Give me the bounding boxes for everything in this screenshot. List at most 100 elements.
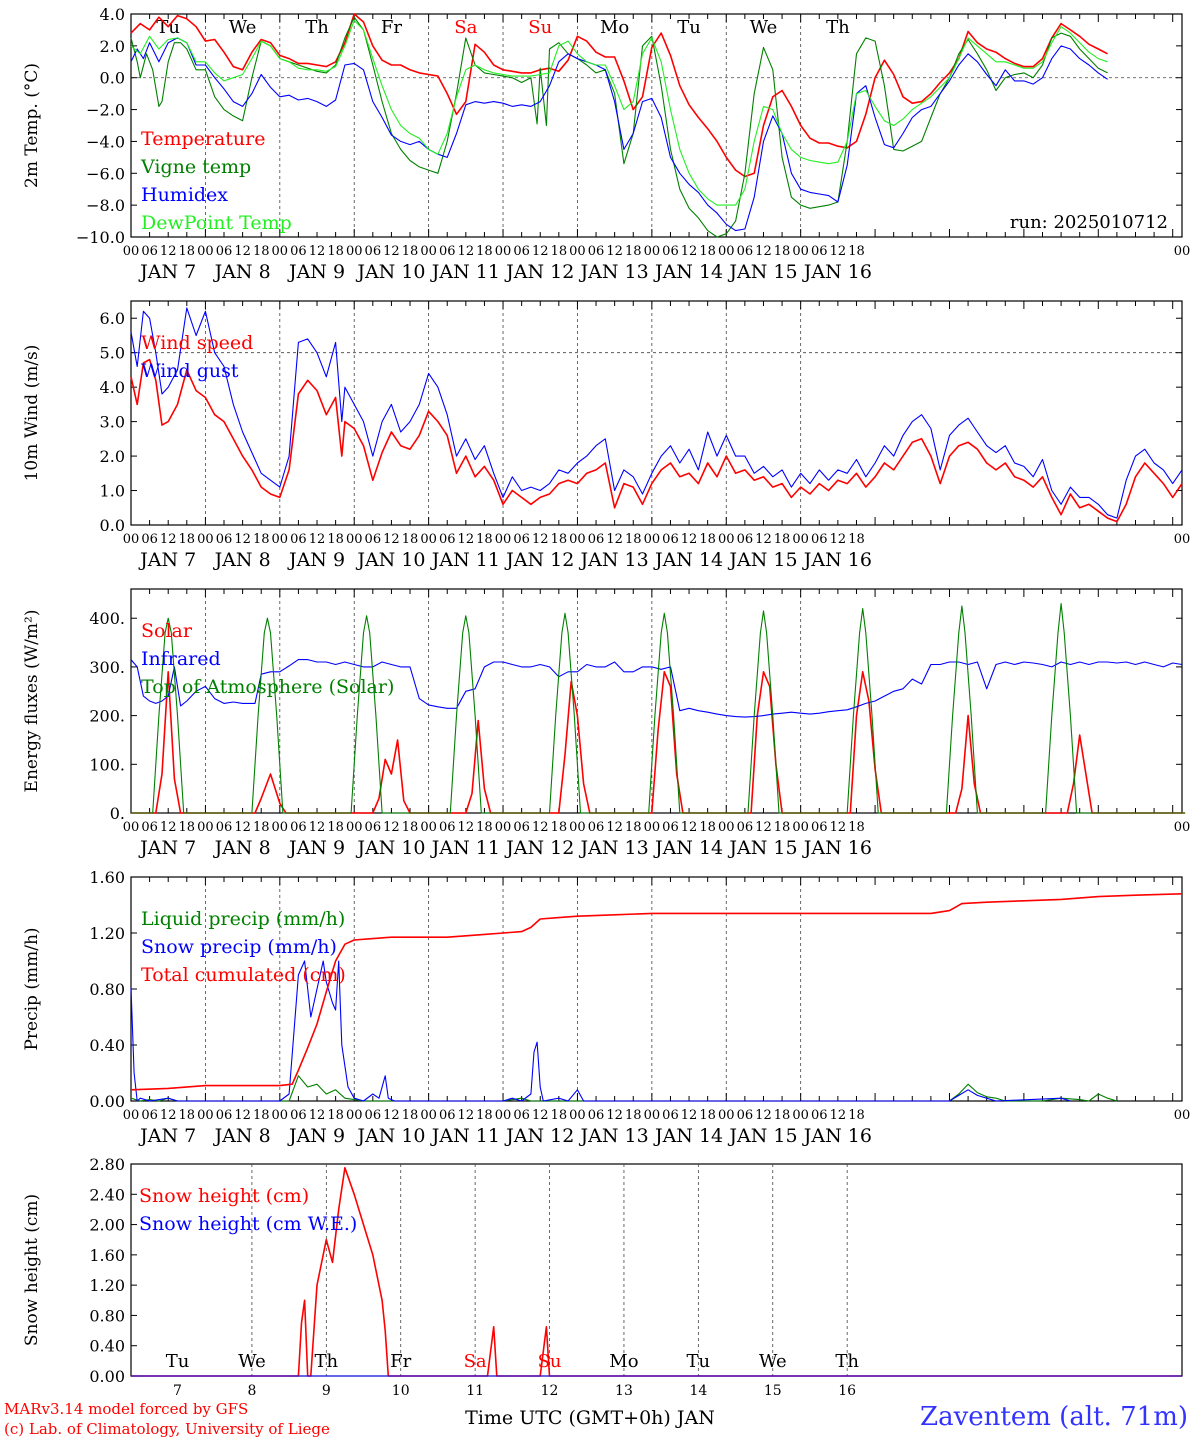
hour-label: 00 — [346, 532, 363, 547]
hour-label: 00 — [718, 244, 735, 259]
date-label: JAN 16 — [802, 1125, 872, 1147]
hour-label: 12 — [309, 1108, 326, 1123]
date-label: JAN 12 — [504, 261, 574, 283]
legend-entry: Solar — [141, 620, 193, 642]
hour-label: 12 — [532, 1108, 549, 1123]
hour-label: 18 — [476, 244, 493, 259]
hour-label: 00 — [792, 1108, 809, 1123]
weekday-label: Th — [315, 1351, 339, 1372]
hour-label: 06 — [290, 244, 307, 259]
hour-label: 06 — [216, 1108, 233, 1123]
hour-label: 00 — [569, 1108, 586, 1123]
hour-label: 18 — [848, 1108, 865, 1123]
hour-label: 12 — [309, 820, 326, 835]
day-number-label: 14 — [689, 1383, 707, 1399]
panel-2-ytick-label: 200. — [89, 707, 125, 726]
date-label: JAN 10 — [355, 261, 425, 283]
date-label: JAN 11 — [430, 549, 500, 571]
hour-label: 06 — [290, 532, 307, 547]
hour-label: 18 — [327, 1108, 344, 1123]
hour-label: 06 — [662, 1108, 679, 1123]
hour-label: 06 — [513, 244, 530, 259]
hour-label: 18 — [699, 244, 716, 259]
panel-1-ytick-label: 5.0 — [100, 344, 125, 363]
hour-label: 06 — [365, 244, 382, 259]
legend-entry: Snow height (cm W.E.) — [139, 1213, 357, 1235]
date-label: JAN 7 — [138, 261, 196, 283]
day-number-label: 16 — [838, 1383, 856, 1399]
hour-label: 18 — [625, 1108, 642, 1123]
hour-label: 06 — [737, 820, 754, 835]
hour-label: 00 — [1174, 244, 1191, 259]
weekday-label: Sa — [464, 1351, 487, 1372]
hour-label: 12 — [383, 820, 400, 835]
date-label: JAN 15 — [727, 261, 797, 283]
hour-label: 00 — [123, 244, 140, 259]
weekday-label: Fr — [390, 1351, 411, 1372]
hour-label: 12 — [606, 244, 623, 259]
hour-label: 18 — [699, 820, 716, 835]
panel-0-ytick-label: −10.0 — [76, 228, 125, 247]
panel-1-ylabel: 10m Wind (m/s) — [22, 345, 42, 482]
hour-label: 06 — [513, 820, 530, 835]
hour-label: 18 — [699, 532, 716, 547]
panel-2-ytick-label: 100. — [89, 755, 125, 774]
hour-label: 00 — [123, 1108, 140, 1123]
hour-label: 06 — [290, 1108, 307, 1123]
series-line-temperature — [130, 13, 1108, 178]
date-label: JAN 11 — [430, 261, 500, 283]
hour-label: 00 — [1174, 820, 1191, 835]
hour-label: 12 — [160, 820, 177, 835]
legend-entry: Liquid precip (mm/h) — [141, 908, 345, 930]
hour-label: 00 — [420, 820, 437, 835]
date-label: JAN 8 — [213, 261, 271, 283]
panel-0-ytick-label: 2.0 — [100, 37, 125, 56]
panel-4-ytick-label: 1.60 — [89, 1246, 125, 1265]
hour-label: 06 — [365, 532, 382, 547]
hour-label: 00 — [123, 820, 140, 835]
hour-label: 06 — [365, 1108, 382, 1123]
panel-3-ylabel: Precip (mm/h) — [22, 927, 42, 1050]
hour-label: 18 — [179, 820, 196, 835]
panel-2-frame — [130, 588, 1183, 814]
weekday-label: Th — [826, 17, 850, 38]
hour-label: 00 — [569, 532, 586, 547]
legend-entry: Wind speed — [141, 332, 253, 354]
hour-label: 18 — [625, 244, 642, 259]
series-line-dewpoint-temp — [130, 19, 1108, 206]
day-number-label: 8 — [247, 1383, 256, 1399]
date-label: JAN 16 — [802, 837, 872, 859]
weekday-label: Su — [528, 17, 552, 38]
hour-label: 18 — [179, 532, 196, 547]
hour-label: 18 — [476, 532, 493, 547]
panel-3-ytick-label: 1.60 — [89, 868, 125, 887]
hour-label: 06 — [439, 532, 456, 547]
legend-entry: DewPoint Temp — [141, 212, 292, 234]
date-label: JAN 16 — [802, 261, 872, 283]
hour-label: 00 — [346, 820, 363, 835]
hour-label: 18 — [551, 532, 568, 547]
hour-label: 00 — [272, 1108, 289, 1123]
hour-label: 00 — [495, 820, 512, 835]
hour-label: 12 — [755, 820, 772, 835]
date-label: JAN 14 — [653, 1125, 723, 1147]
hour-label: 18 — [476, 1108, 493, 1123]
weekday-label: Mo — [600, 17, 629, 38]
hour-label: 12 — [681, 820, 698, 835]
hour-label: 00 — [420, 244, 437, 259]
legend-entry: Total cumulated (cm) — [141, 964, 346, 986]
panel-3-ytick-label: 0.40 — [89, 1036, 125, 1055]
date-label: JAN 14 — [653, 549, 723, 571]
weekday-label: Sa — [454, 17, 477, 38]
hour-label: 00 — [272, 820, 289, 835]
run-label: run: 2025010712 — [1010, 212, 1168, 233]
date-label: JAN 11 — [430, 837, 500, 859]
weekday-label: Th — [305, 17, 329, 38]
hour-label: 00 — [792, 244, 809, 259]
hour-label: 12 — [458, 820, 475, 835]
hour-label: 12 — [532, 532, 549, 547]
hour-label: 12 — [606, 532, 623, 547]
hour-label: 12 — [234, 1108, 251, 1123]
hour-label: 06 — [365, 820, 382, 835]
panel-4-ytick-label: 1.20 — [89, 1276, 125, 1295]
